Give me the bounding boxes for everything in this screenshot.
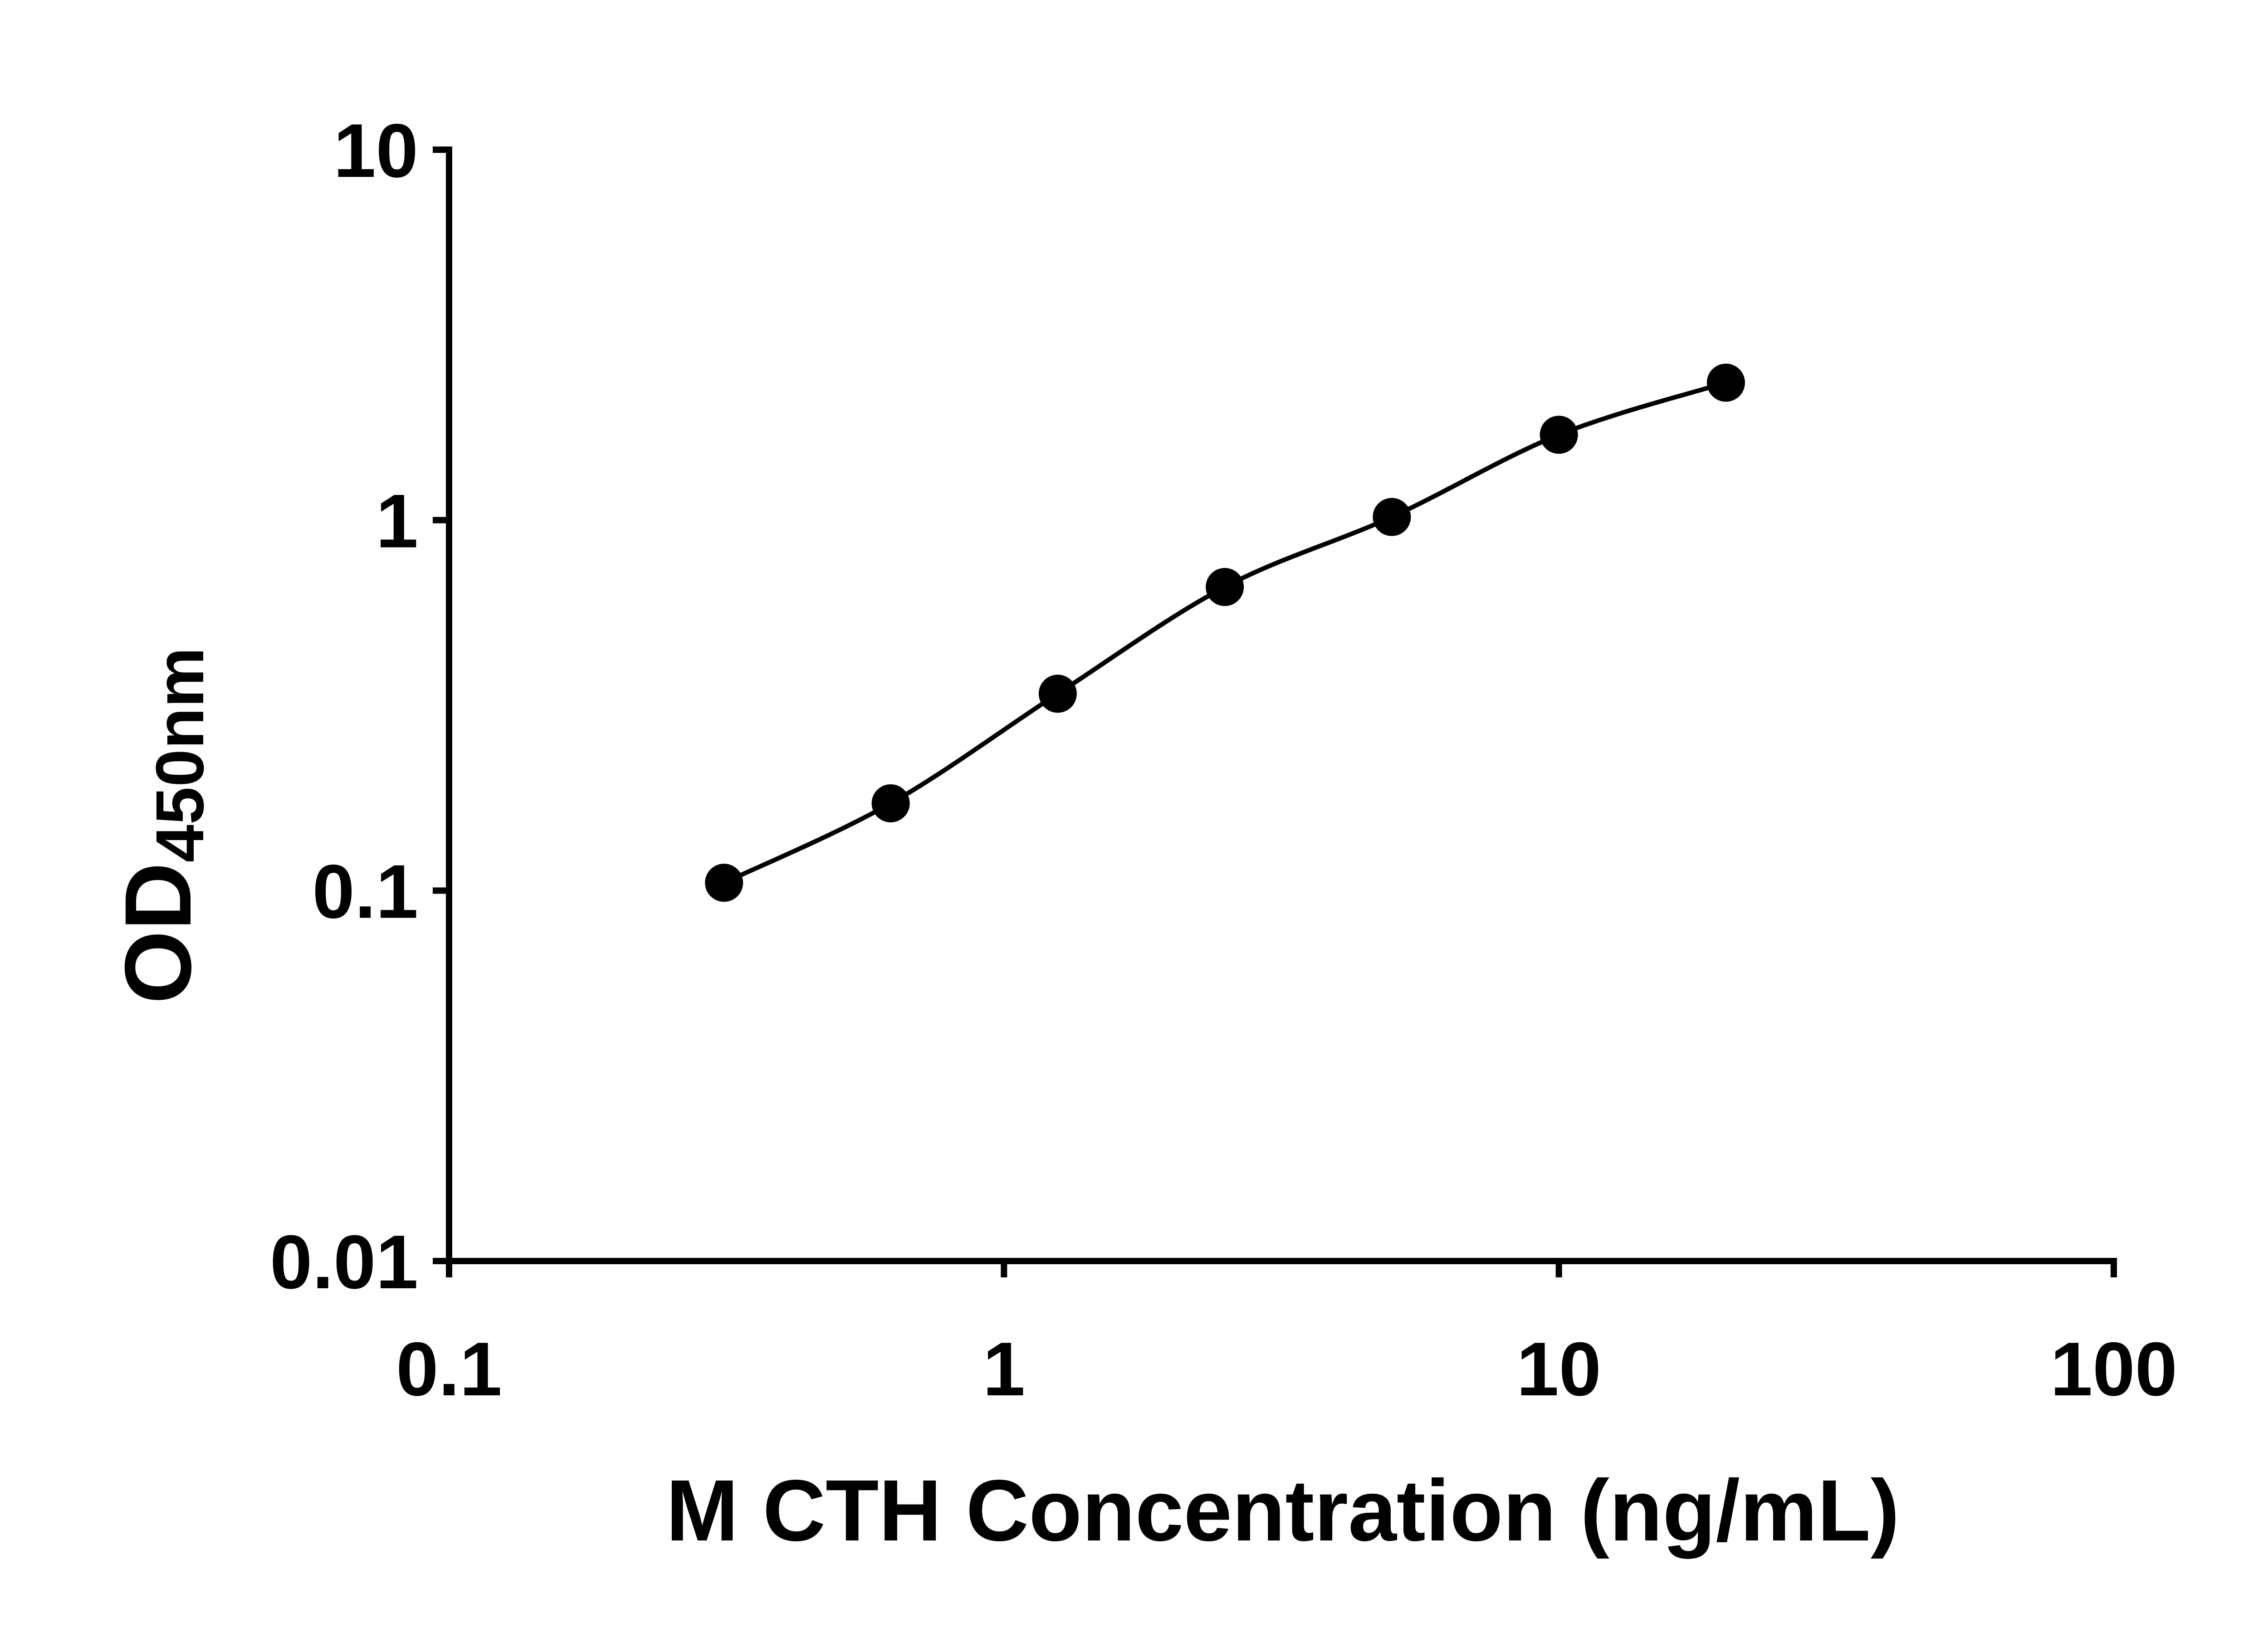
y-tick-label: 0.01	[270, 1219, 418, 1305]
x-tick-label: 10	[1516, 1326, 1601, 1412]
data-point-marker	[1038, 675, 1077, 713]
x-axis-title: M CTH Concentration (ng/mL)	[666, 1464, 1900, 1560]
y-tick-label: 10	[333, 108, 418, 193]
y-axis-title-subscript: 450nm	[141, 647, 217, 863]
x-tick-label: 100	[2050, 1326, 2177, 1412]
y-axis-title: OD450nm	[107, 647, 217, 1004]
y-axis-title-main: OD	[107, 862, 212, 1004]
axes-spines	[446, 147, 2117, 1264]
x-tick-label: 0.1	[396, 1326, 502, 1412]
data-point-marker	[1540, 416, 1578, 454]
data-point-marker	[1706, 363, 1745, 402]
data-point-marker	[1373, 498, 1411, 536]
data-point-marker	[705, 864, 743, 902]
data-point-marker	[871, 784, 910, 822]
data-point-marker	[1206, 568, 1244, 606]
x-tick-label: 1	[983, 1326, 1025, 1412]
y-tick-label: 1	[376, 479, 418, 564]
y-tick-label: 0.1	[312, 849, 418, 934]
